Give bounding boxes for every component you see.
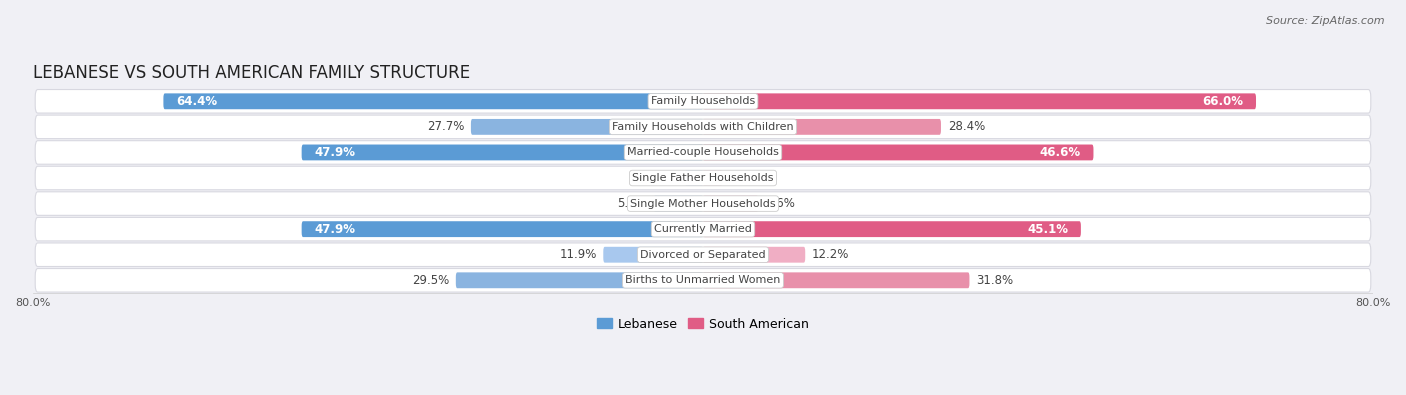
FancyBboxPatch shape: [302, 221, 703, 237]
FancyBboxPatch shape: [35, 217, 1371, 241]
FancyBboxPatch shape: [35, 115, 1371, 139]
FancyBboxPatch shape: [163, 93, 703, 109]
FancyBboxPatch shape: [603, 247, 703, 263]
Text: 11.9%: 11.9%: [560, 248, 596, 261]
FancyBboxPatch shape: [35, 269, 1371, 292]
FancyBboxPatch shape: [685, 170, 703, 186]
Text: LEBANESE VS SOUTH AMERICAN FAMILY STRUCTURE: LEBANESE VS SOUTH AMERICAN FAMILY STRUCT…: [32, 64, 470, 82]
Text: Source: ZipAtlas.com: Source: ZipAtlas.com: [1267, 16, 1385, 26]
FancyBboxPatch shape: [471, 119, 703, 135]
Legend: Lebanese, South American: Lebanese, South American: [592, 312, 814, 335]
Text: 64.4%: 64.4%: [176, 95, 217, 108]
Text: Currently Married: Currently Married: [654, 224, 752, 234]
FancyBboxPatch shape: [703, 247, 806, 263]
Text: 2.1%: 2.1%: [648, 171, 679, 184]
Text: Married-couple Households: Married-couple Households: [627, 147, 779, 158]
FancyBboxPatch shape: [703, 170, 723, 186]
FancyBboxPatch shape: [35, 90, 1371, 113]
Text: 46.6%: 46.6%: [1040, 146, 1081, 159]
FancyBboxPatch shape: [703, 196, 758, 211]
Text: 47.9%: 47.9%: [314, 223, 356, 236]
FancyBboxPatch shape: [35, 192, 1371, 215]
Text: Births to Unmarried Women: Births to Unmarried Women: [626, 275, 780, 285]
Text: Single Father Households: Single Father Households: [633, 173, 773, 183]
FancyBboxPatch shape: [703, 119, 941, 135]
Text: 45.1%: 45.1%: [1028, 223, 1069, 236]
Text: Divorced or Separated: Divorced or Separated: [640, 250, 766, 260]
FancyBboxPatch shape: [703, 93, 1256, 109]
Text: 31.8%: 31.8%: [976, 274, 1014, 287]
FancyBboxPatch shape: [35, 141, 1371, 164]
FancyBboxPatch shape: [654, 196, 703, 211]
Text: Single Mother Households: Single Mother Households: [630, 199, 776, 209]
Text: 29.5%: 29.5%: [412, 274, 449, 287]
FancyBboxPatch shape: [703, 145, 1094, 160]
Text: Family Households: Family Households: [651, 96, 755, 106]
FancyBboxPatch shape: [302, 145, 703, 160]
FancyBboxPatch shape: [456, 273, 703, 288]
Text: 66.0%: 66.0%: [1202, 95, 1243, 108]
Text: 27.7%: 27.7%: [427, 120, 464, 134]
Text: 47.9%: 47.9%: [314, 146, 356, 159]
FancyBboxPatch shape: [703, 273, 970, 288]
Text: 5.9%: 5.9%: [617, 197, 647, 210]
Text: 28.4%: 28.4%: [948, 120, 986, 134]
Text: 12.2%: 12.2%: [811, 248, 849, 261]
FancyBboxPatch shape: [703, 221, 1081, 237]
Text: 6.6%: 6.6%: [765, 197, 794, 210]
Text: 2.3%: 2.3%: [728, 171, 759, 184]
FancyBboxPatch shape: [35, 166, 1371, 190]
Text: Family Households with Children: Family Households with Children: [612, 122, 794, 132]
FancyBboxPatch shape: [35, 243, 1371, 267]
